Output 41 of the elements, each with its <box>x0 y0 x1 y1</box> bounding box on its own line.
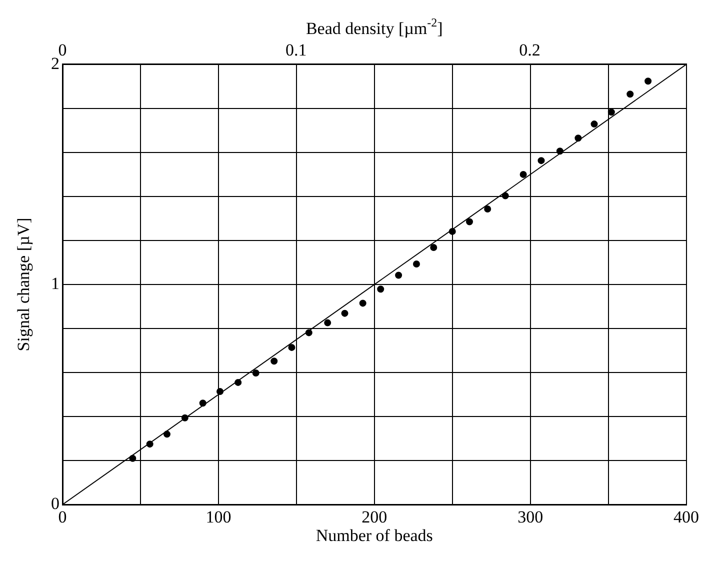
y-tick-label: 1 <box>51 274 60 293</box>
point <box>181 414 188 422</box>
point <box>163 430 170 438</box>
point <box>484 206 492 213</box>
y-tick-label: 2 <box>51 54 60 73</box>
x-tick-label: 100 <box>206 507 232 526</box>
point <box>252 369 260 376</box>
y-tick-label: 0 <box>51 494 60 514</box>
point <box>590 120 598 128</box>
point <box>466 218 473 226</box>
x2-tick-label: 0.1 <box>285 40 307 60</box>
point <box>199 400 206 407</box>
point <box>324 319 332 326</box>
point <box>395 272 402 279</box>
point <box>341 310 348 317</box>
point <box>556 148 564 155</box>
point <box>644 78 652 85</box>
x-tick-label: 200 <box>362 507 388 526</box>
point <box>412 260 420 268</box>
y-axis-title: Signal change [µV] <box>14 218 33 352</box>
point <box>538 157 545 164</box>
point <box>146 440 154 448</box>
point <box>270 358 278 365</box>
x-tick-label: 400 <box>674 507 699 526</box>
point <box>430 244 438 252</box>
point <box>502 192 509 200</box>
x-tick-label: 300 <box>518 507 544 526</box>
point <box>288 344 296 351</box>
point <box>377 286 384 293</box>
point <box>574 134 582 142</box>
point <box>448 228 456 235</box>
point <box>234 378 242 386</box>
point <box>608 108 615 116</box>
point <box>305 329 312 336</box>
point <box>520 170 527 178</box>
x2-tick-label: 0.2 <box>519 40 540 60</box>
point <box>626 90 634 98</box>
point <box>129 454 136 462</box>
point <box>359 300 366 307</box>
x-axis-title: Number of beads <box>316 526 433 546</box>
point <box>216 388 224 395</box>
